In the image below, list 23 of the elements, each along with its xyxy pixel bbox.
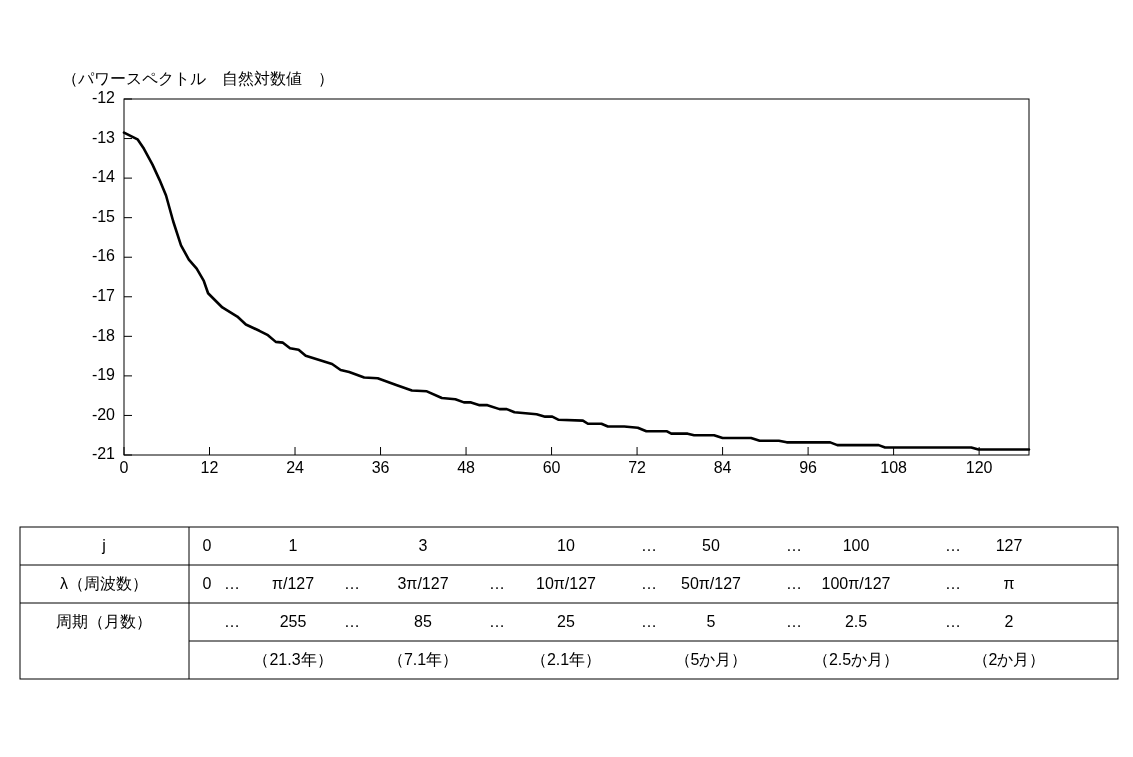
x-tick-label: 120 — [965, 459, 993, 477]
y-tick-label: -19 — [91, 366, 116, 384]
x-tick-label: 48 — [457, 459, 476, 477]
y-tick-label: -20 — [91, 405, 116, 423]
y-axis-title: （パワースペクトル 自然対数値 ） — [62, 70, 334, 88]
x-tick-label: 108 — [880, 459, 908, 477]
y-tick-label: -15 — [91, 207, 116, 225]
y-tick-label: -17 — [91, 287, 116, 305]
x-tick-label: 84 — [713, 459, 732, 477]
y-tick-label: -12 — [91, 89, 116, 107]
x-tick-label: 24 — [286, 459, 305, 477]
x-tick-label: 60 — [542, 459, 561, 477]
x-tick-label: 12 — [200, 459, 219, 477]
y-tick-label: -18 — [91, 326, 116, 344]
x-tick-label: 36 — [371, 459, 390, 477]
y-tick-label: -13 — [91, 128, 116, 146]
y-tick-label: -16 — [91, 247, 116, 265]
x-tick-label: 72 — [628, 459, 647, 477]
x-tick-label: 0 — [119, 459, 129, 477]
x-tick-label: 96 — [799, 459, 818, 477]
y-tick-label: -21 — [91, 445, 116, 463]
table: j 0 1 3 10 … 50 … 100 … 127 λ（周波数） 0 … π/127 … 3π/127 … 10π/127 … 50π/127 … 100π/127 … π 周期（月数） … 255 … 85 … 25 … 5 … 2.5 … 2 （21.3年） （7.1年） （2.1年） （5か月） （2.5か月） （2か月） — [19, 526, 1119, 680]
y-tick-label: -14 — [91, 168, 116, 186]
